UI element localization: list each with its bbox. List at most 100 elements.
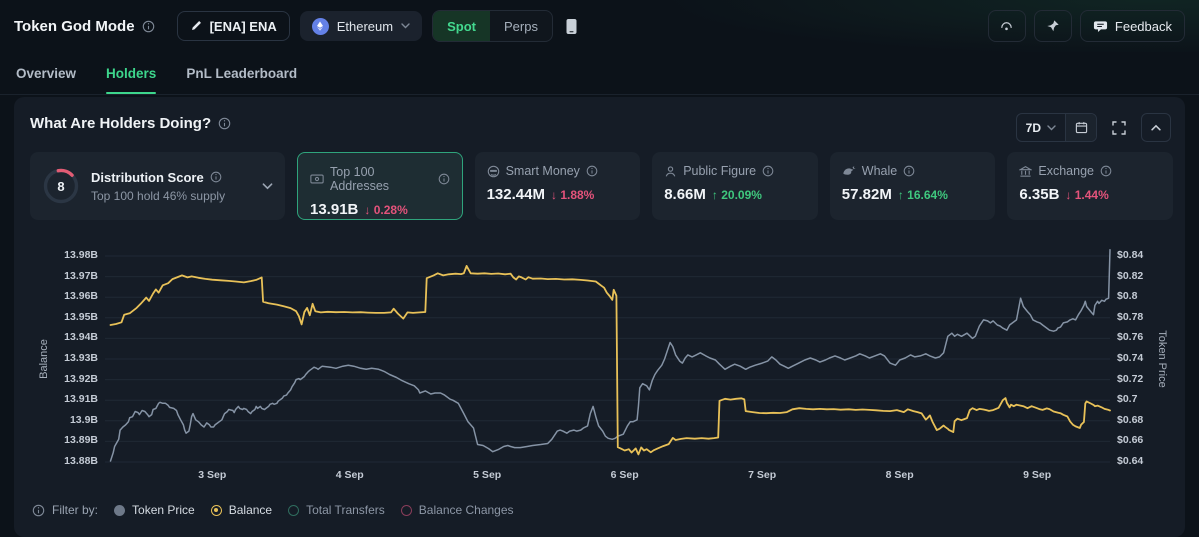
radio-icon: [400, 504, 412, 516]
axis-tick: 13.94B: [64, 331, 98, 344]
tab-perps[interactable]: Perps: [504, 18, 538, 34]
card-value: 8.66M: [664, 186, 706, 203]
exchange-card[interactable]: Exchange 6.35B ↓ 1.44%: [1007, 152, 1173, 220]
chain-selector[interactable]: Ethereum: [299, 11, 423, 41]
date-range-group: 7D: [1015, 113, 1097, 142]
chart-filter-row: Filter by: Token Price Balance Total Tra…: [32, 503, 514, 517]
public-figure-icon: [664, 165, 677, 178]
info-icon[interactable]: [586, 165, 598, 177]
feedback-label: Feedback: [1114, 18, 1172, 34]
axis-tick: 8 Sep: [885, 469, 914, 481]
axis-tick: $0.72: [1117, 372, 1144, 385]
balance-line: [109, 264, 1111, 456]
axis-tick: $0.7: [1117, 393, 1138, 406]
axis-tick: 9 Sep: [1023, 469, 1052, 481]
tab-pnl-leaderboard[interactable]: PnL Leaderboard: [186, 65, 298, 81]
info-icon[interactable]: [1100, 165, 1112, 177]
chain-name: Ethereum: [336, 18, 394, 34]
app-title: Token God Mode: [14, 18, 155, 35]
filter-option-balance-changes[interactable]: Balance Changes: [400, 503, 514, 517]
info-icon[interactable]: [438, 173, 450, 185]
feedback-button[interactable]: Feedback: [1079, 10, 1185, 42]
tab-holders[interactable]: Holders: [106, 52, 157, 94]
top-100-addresses-card[interactable]: Top 100 Addresses 13.91B ↓ 0.28%: [297, 152, 463, 220]
right-axis-title: Token Price: [1156, 330, 1168, 388]
radio-icon: [210, 504, 222, 516]
whale-icon: [842, 165, 856, 177]
filter-option-balance[interactable]: Balance: [210, 503, 272, 517]
info-icon[interactable]: [142, 20, 155, 33]
axis-tick: $0.64: [1117, 455, 1144, 467]
axis-tick: 5 Sep: [473, 469, 502, 481]
banknote-icon: [310, 173, 324, 185]
axis-tick: $0.76: [1117, 331, 1144, 344]
filter-option-total-transfers[interactable]: Total Transfers: [288, 503, 385, 517]
page-tabs: Overview Holders PnL Leaderboard: [0, 52, 1199, 95]
tab-spot[interactable]: Spot: [433, 11, 490, 41]
whale-card[interactable]: Whale 57.82M ↑ 16.64%: [829, 152, 996, 220]
axis-tick: 7 Sep: [748, 469, 777, 481]
radio-icon: [288, 504, 300, 516]
info-icon[interactable]: [762, 165, 774, 177]
chevron-down-icon[interactable]: [262, 182, 273, 190]
axis-tick: 13.91B: [64, 393, 98, 406]
public-figure-card[interactable]: Public Figure 8.66M ↑ 20.09%: [652, 152, 818, 220]
axis-tick: $0.74: [1117, 352, 1144, 364]
holders-chart[interactable]: [105, 249, 1111, 463]
distribution-score-gauge: 8: [42, 167, 80, 205]
axis-tick: 13.89B: [64, 434, 98, 447]
filter-option-token-price[interactable]: Token Price: [114, 503, 195, 517]
chart-controls: 7D: [1015, 113, 1171, 142]
card-label: Public Figure: [683, 164, 757, 178]
speech-bubble-icon: [1093, 19, 1108, 34]
info-icon[interactable]: [210, 171, 222, 183]
range-value: 7D: [1025, 120, 1041, 135]
section-title: What Are Holders Doing?: [30, 115, 212, 132]
chevron-down-icon: [1047, 124, 1056, 131]
distribution-score-value: 8: [57, 178, 65, 194]
app-title-text: Token God Mode: [14, 17, 135, 35]
card-label: Top 100 Addresses: [330, 165, 390, 193]
card-value: 57.82M: [841, 186, 892, 203]
card-change: ↓ 1.44%: [1065, 188, 1109, 202]
card-value: 13.91B: [310, 201, 359, 218]
axis-tick: 3 Sep: [198, 469, 227, 481]
card-value: 6.35B: [1019, 186, 1060, 203]
fullscreen-icon[interactable]: [1105, 114, 1133, 141]
holders-panel: What Are Holders Doing? 7D: [14, 97, 1185, 537]
chevron-down-icon: [401, 23, 410, 29]
smart-money-card[interactable]: Smart Money 132.44M ↓ 1.88%: [474, 152, 641, 220]
section-header: What Are Holders Doing?: [30, 115, 231, 132]
mobile-phone-icon[interactable]: [565, 18, 578, 35]
axis-tick: 13.93B: [64, 352, 98, 364]
card-change: ↓ 0.28%: [364, 203, 408, 217]
watchlist-icon[interactable]: [987, 10, 1026, 42]
card-change: ↑ 16.64%: [897, 188, 948, 202]
tab-overview[interactable]: Overview: [16, 65, 77, 81]
axis-tick: $0.82: [1117, 269, 1144, 282]
collapse-chevron-icon[interactable]: [1141, 113, 1171, 142]
calendar-icon[interactable]: [1065, 114, 1096, 141]
card-change: ↓ 1.88%: [550, 188, 595, 202]
topbar-actions: Feedback: [987, 10, 1185, 42]
token-price-line: [109, 249, 1111, 462]
axis-tick: $0.84: [1117, 249, 1144, 261]
radio-icon: [114, 504, 126, 516]
info-icon[interactable]: [903, 165, 915, 177]
pin-icon[interactable]: [1033, 10, 1072, 42]
info-icon[interactable]: [218, 117, 231, 130]
filter-label: Filter by:: [32, 503, 98, 517]
distribution-score-card[interactable]: 8 Distribution Score Top 100 hold 46% su…: [30, 152, 285, 220]
distribution-score-text: Distribution Score Top 100 hold 46% supp…: [91, 170, 251, 203]
info-icon[interactable]: [32, 504, 45, 517]
range-dropdown[interactable]: 7D: [1017, 114, 1065, 141]
axis-tick: $0.68: [1117, 413, 1144, 426]
token-symbol: [ENA] ENA: [209, 18, 277, 34]
holder-metric-cards: 8 Distribution Score Top 100 hold 46% su…: [30, 152, 1173, 220]
top-bar: Token God Mode [ENA] ENA Ethereum Spot P…: [0, 0, 1199, 52]
axis-tick: $0.66: [1117, 434, 1144, 447]
token-selector-pill[interactable]: [ENA] ENA: [176, 11, 290, 41]
axis-tick: $0.78: [1117, 310, 1144, 323]
axis-tick: 13.97B: [64, 269, 98, 282]
axis-tick: 13.9B: [69, 413, 98, 426]
